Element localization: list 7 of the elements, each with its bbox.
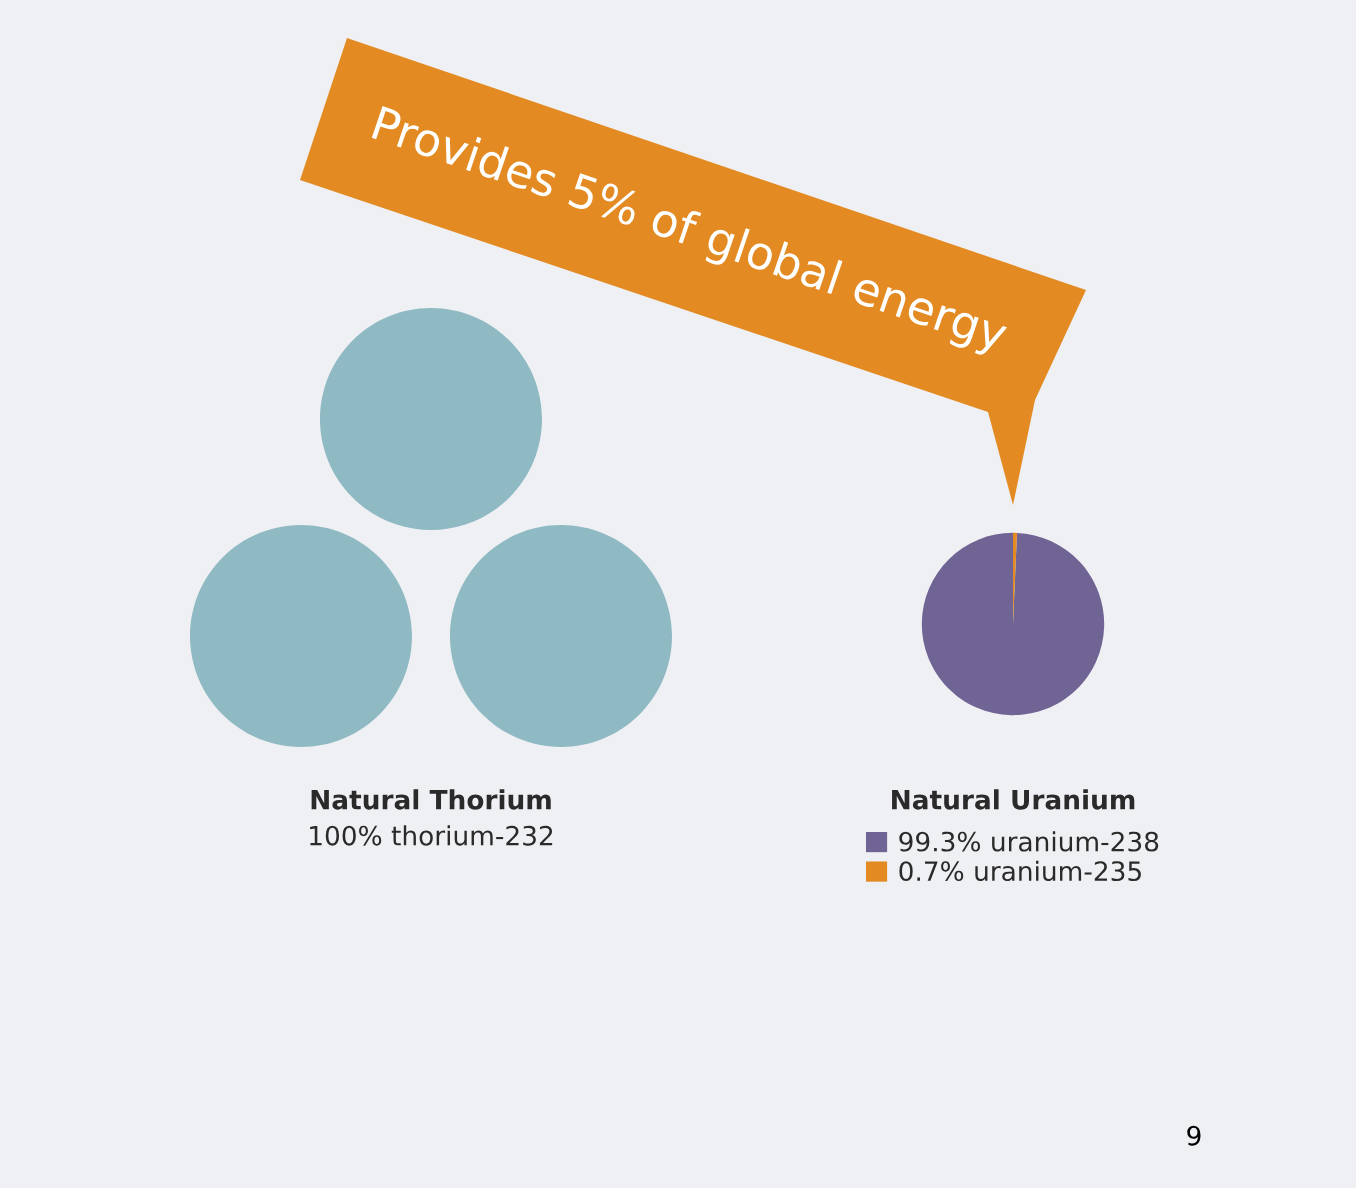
legend-label: 0.7% uranium-235 xyxy=(899,860,1141,882)
text: Natural Uranium xyxy=(892,789,1135,810)
text: Natural Thorium xyxy=(311,789,551,810)
text: 100% thorium-232 xyxy=(310,825,553,846)
legend-label: 99.3% uranium-238 xyxy=(899,831,1159,852)
text: 9 xyxy=(1187,1125,1201,1146)
pie-slice xyxy=(921,532,1105,716)
